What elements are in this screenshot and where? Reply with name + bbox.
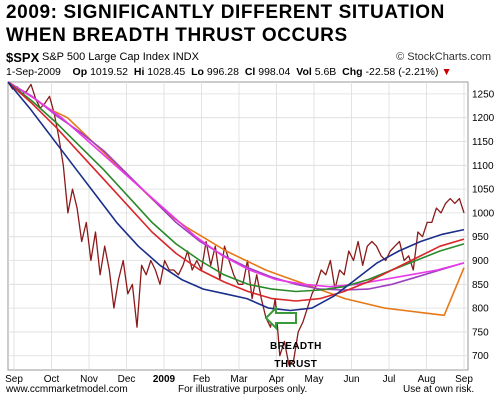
stats-low: 996.28 (206, 66, 239, 78)
y-tick-label: 1150 (472, 137, 494, 148)
plot-area (7, 81, 469, 371)
moving-average-line (7, 81, 465, 288)
y-tick-label: 950 (472, 232, 489, 243)
stats-high-label: Hi (133, 66, 145, 78)
stockcharts-brand: © StockCharts.com (396, 51, 491, 63)
moving-average-line (7, 81, 465, 312)
x-tick-label: Feb (193, 374, 211, 385)
x-tick-label: Jun (343, 374, 359, 385)
moving-average-line (7, 81, 465, 317)
x-tick-label: May (305, 374, 324, 385)
annotation-line-1: BREADTH (270, 341, 322, 352)
y-tick-label: 1250 (472, 89, 495, 100)
x-tick-label: Aug (418, 374, 436, 385)
y-tick-label: 700 (472, 351, 489, 362)
x-tick-label: Oct (44, 374, 60, 385)
x-tick-label: Nov (80, 374, 98, 385)
breadth-thrust-annotation: BREADTH THRUST (270, 338, 322, 374)
footer-disclaimer: For illustrative purposes only. (178, 384, 308, 395)
y-tick-label: 1200 (472, 113, 495, 124)
down-arrow-icon: ▼ (441, 66, 452, 78)
y-tick-label: 1050 (472, 185, 495, 196)
stats-close-label: Cl (244, 66, 256, 78)
stats-open-label: Op (72, 66, 88, 78)
x-tick-label: Sep (5, 374, 23, 385)
stats-change-label: Chg (342, 66, 363, 78)
annotation-line-2: THRUST (274, 359, 318, 370)
breadth-thrust-arrow-icon (264, 305, 297, 331)
stats-volume: 5.6B (314, 66, 337, 78)
chart-series (7, 81, 465, 366)
x-tick-label: 2009 (153, 374, 176, 385)
stats-date: 1-Sep-2009 (6, 66, 61, 78)
y-tick-label: 900 (472, 256, 489, 267)
x-tick-label: Apr (269, 374, 285, 385)
y-tick-label: 1100 (472, 161, 494, 172)
y-tick-label: 750 (472, 327, 489, 338)
x-tick-label: Mar (230, 374, 248, 385)
stats-volume-label: Vol (296, 66, 312, 78)
price-stats: 1-Sep-2009 Op 1019.52 Hi 1028.45 Lo 996.… (6, 66, 452, 78)
chart-title-line-1: 2009: SIGNIFICANTLY DIFFERENT SITUATION (6, 2, 445, 23)
moving-average-line (7, 81, 465, 291)
stats-low-label: Lo (191, 66, 204, 78)
footer-risk-note: Use at own risk. (403, 384, 475, 395)
stats-close: 998.04 (258, 66, 291, 78)
chart-grid (7, 81, 469, 371)
x-tick-label: Dec (118, 374, 136, 385)
stats-high: 1028.45 (147, 66, 186, 78)
chart-axes: 700 750 800 850 900 950 1000 1050 1100 1150 1200 12… (5, 89, 495, 385)
arrow-shape (264, 305, 297, 331)
index-name: S&P 500 Large Cap Index INDX (42, 51, 199, 63)
x-tick-label: Jul (383, 374, 396, 385)
stats-change: -22.58 (-2.21%) (365, 66, 439, 78)
stats-open: 1019.52 (90, 66, 129, 78)
footer-website: www.ccmmarketmodel.com (6, 384, 128, 395)
y-tick-label: 800 (472, 304, 489, 315)
x-tick-label: Sep (455, 374, 473, 385)
moving-average-line (7, 81, 465, 302)
y-tick-label: 850 (472, 280, 489, 291)
y-tick-label: 1000 (472, 208, 495, 219)
ticker-symbol: $SPX (6, 50, 40, 65)
chart-title-line-2: WHEN BREADTH THRUST OCCURS (6, 25, 348, 46)
